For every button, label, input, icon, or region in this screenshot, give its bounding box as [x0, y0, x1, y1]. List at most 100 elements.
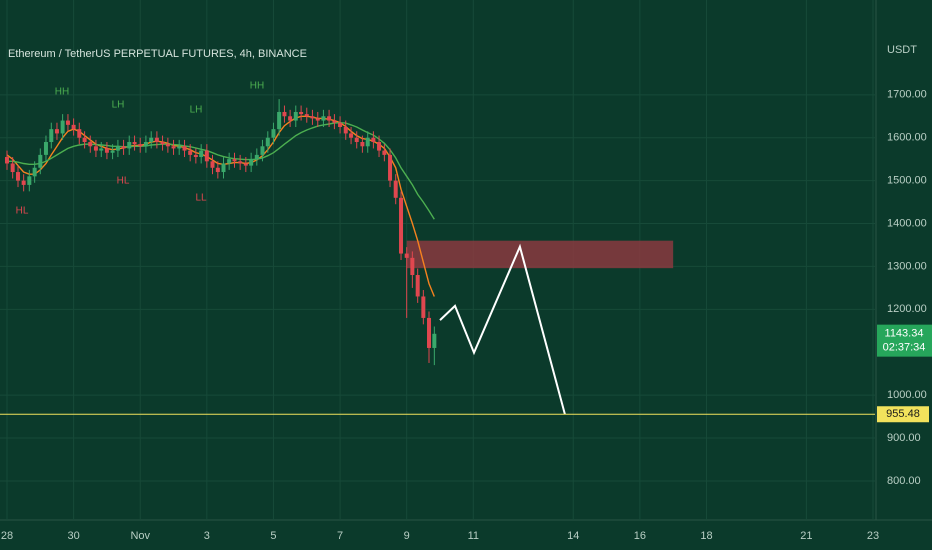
candle-body: [88, 142, 93, 147]
candle-body: [332, 120, 337, 123]
candle-body: [193, 154, 198, 158]
candle-body: [254, 154, 259, 160]
target-label: 955.48: [886, 408, 920, 420]
candle-body: [304, 114, 309, 117]
x-tick-label: Nov: [130, 530, 150, 542]
candle-body: [227, 159, 232, 164]
currency: USDT: [887, 44, 917, 56]
x-tick-label: 23: [867, 530, 879, 542]
candle-body: [154, 137, 159, 143]
candle-body: [165, 144, 170, 147]
candle-body: [4, 157, 9, 164]
y-tick-label: 1500.00: [887, 175, 927, 187]
candle-body: [132, 142, 137, 145]
x-tick-label: 7: [337, 530, 343, 542]
candle-body: [93, 146, 98, 151]
candle-body: [215, 167, 220, 173]
candle-body: [221, 163, 226, 173]
candle-body: [327, 116, 332, 121]
last-price: 1143.34: [885, 328, 924, 340]
x-tick-label: 9: [404, 530, 410, 542]
y-tick-label: 800.00: [887, 475, 921, 487]
candle-body: [110, 150, 115, 153]
candle-body: [282, 111, 287, 117]
last-price-box: [877, 324, 932, 357]
swing-label: HL: [117, 176, 130, 187]
candle-body: [43, 142, 48, 155]
countdown: 02:37:34: [883, 342, 926, 354]
candle-body: [432, 333, 437, 348]
candle-body: [49, 129, 54, 143]
candle-body: [15, 172, 20, 181]
candle-body: [77, 129, 82, 138]
candle-body: [171, 146, 176, 149]
y-tick-label: 1300.00: [887, 260, 927, 272]
swing-label: LL: [195, 193, 207, 204]
y-tick-label: 1000.00: [887, 389, 927, 401]
candle-body: [204, 150, 209, 162]
x-tick-label: 28: [1, 530, 13, 542]
x-tick-label: 14: [567, 530, 579, 542]
candle-body: [143, 142, 148, 147]
swing-label: LH: [112, 100, 125, 111]
candle-body: [349, 133, 354, 138]
candle-body: [127, 142, 132, 149]
candle-body: [21, 180, 26, 185]
projection-path: [439, 243, 566, 415]
candle-body: [277, 111, 282, 130]
candle-body: [288, 116, 293, 121]
candle-body: [382, 150, 387, 155]
candle-body: [27, 176, 32, 185]
x-tick-label: 16: [634, 530, 646, 542]
swing-label: HH: [250, 81, 264, 92]
x-tick-label: 5: [270, 530, 276, 542]
candle-body: [54, 129, 59, 134]
candle-body: [60, 120, 65, 134]
candle-body: [115, 146, 120, 151]
swing-label: HH: [55, 87, 69, 98]
candle-body: [299, 111, 304, 115]
candle-body: [360, 142, 365, 147]
x-tick-label: 21: [800, 530, 812, 542]
candle-body: [388, 154, 393, 181]
swing-label: HL: [16, 206, 29, 217]
candle-body: [427, 317, 432, 348]
candle-body: [160, 142, 165, 145]
candle-body: [10, 163, 15, 173]
candle-body: [238, 161, 243, 164]
candle-body: [121, 146, 126, 149]
candle-body: [249, 159, 254, 166]
x-tick-label: 3: [204, 530, 210, 542]
candle-body: [371, 137, 376, 143]
candle-body: [404, 253, 409, 258]
candle-body: [65, 120, 70, 125]
candle-body: [338, 122, 343, 127]
candle-body: [99, 148, 104, 151]
candle-body: [32, 167, 37, 177]
candle-body: [377, 142, 382, 151]
candle-body: [310, 116, 315, 119]
candle-body: [71, 124, 76, 130]
y-tick-label: 1700.00: [887, 89, 927, 101]
candle-body: [265, 137, 270, 147]
candle-body: [188, 150, 193, 155]
candle-body: [82, 137, 87, 143]
candle-body: [321, 116, 326, 121]
candle-body: [354, 137, 359, 143]
candle-body: [343, 126, 348, 134]
grid: [0, 0, 875, 520]
x-tick-label: 18: [700, 530, 712, 542]
candle-body: [243, 163, 248, 166]
plot: HH LH HL HL LH LL HH: [4, 81, 674, 415]
y-tick-label: 900.00: [887, 432, 921, 444]
candle-body: [182, 146, 187, 151]
candle-body: [210, 161, 215, 168]
swing-label: LH: [190, 105, 203, 116]
chart-title: Ethereum / TetherUS PERPETUAL FUTURES, 4…: [8, 48, 307, 60]
candle-body: [260, 146, 265, 155]
candle-body: [410, 257, 415, 276]
resistance-zone: [406, 240, 674, 269]
